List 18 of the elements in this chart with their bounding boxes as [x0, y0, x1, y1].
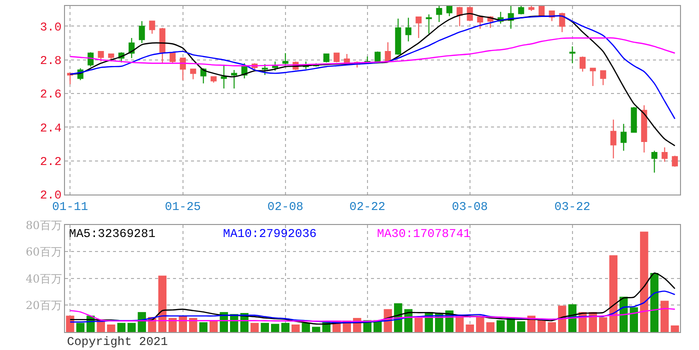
text: MA5:32369281	[69, 227, 156, 241]
y-tick-label: 2.6	[40, 88, 62, 102]
y-tick-label: 3.0	[40, 20, 62, 34]
y-tick-label: 2.4	[40, 121, 62, 136]
y-tick-label: 60百万	[26, 246, 62, 259]
text: MA30:17078741	[377, 227, 471, 241]
y-tick-label: 2.8	[40, 54, 62, 68]
x-tick-label: 03-08	[452, 200, 488, 214]
x-tick-label: 02-08	[267, 200, 304, 214]
x-tick-label: 02-22	[349, 200, 386, 214]
x-tick-label: 01-25	[164, 200, 201, 214]
text: Copyright 2021	[67, 335, 168, 349]
y-tick-label: 80百万	[26, 218, 62, 232]
y-tick-label: 40百万	[26, 272, 62, 286]
y-tick-label: 2.2	[40, 155, 62, 170]
y-tick-label: 20百万	[26, 299, 62, 312]
x-tick-label: 03-22	[554, 200, 590, 214]
text: MA10:27992036	[223, 227, 317, 241]
